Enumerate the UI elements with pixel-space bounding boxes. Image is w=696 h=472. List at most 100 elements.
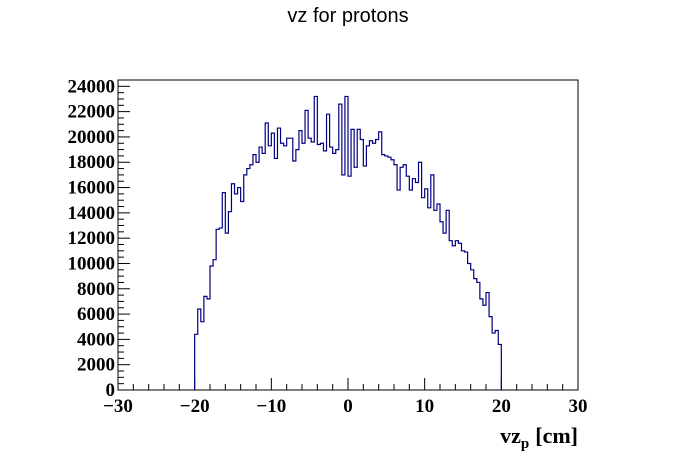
histogram-bin	[382, 155, 385, 390]
histogram-bin	[409, 190, 412, 390]
x-tick-label: −20	[180, 396, 210, 417]
x-axis-label-sub: p	[521, 436, 529, 452]
histogram-bin	[455, 241, 458, 390]
x-axis-label-unit: [cm]	[535, 423, 578, 448]
histogram-bin	[403, 165, 406, 390]
histogram-bin	[296, 150, 299, 390]
histogram-bin	[213, 260, 216, 390]
y-tick-label: 20000	[68, 127, 116, 148]
y-tick-label: 0	[106, 380, 116, 401]
histogram-bin	[323, 151, 326, 390]
histogram-bin	[330, 147, 333, 390]
x-tick-label: 0	[343, 396, 353, 417]
histogram-bin	[241, 201, 244, 390]
histogram-bin	[369, 141, 372, 390]
histogram-bin	[293, 161, 296, 390]
histogram-bin	[231, 184, 234, 390]
histogram-bin	[363, 166, 366, 390]
histogram-bin	[348, 176, 351, 390]
histogram-bin	[271, 133, 274, 390]
histogram-bin	[311, 142, 314, 390]
histogram-bin	[262, 153, 265, 390]
histogram-bin	[360, 139, 363, 390]
histogram-bin	[284, 146, 287, 390]
histogram-bin	[425, 189, 428, 390]
histogram-bin	[483, 305, 486, 390]
histogram-bin	[437, 204, 440, 390]
x-tick-label: −30	[103, 396, 133, 417]
histogram-bin	[366, 146, 369, 390]
histogram-bin	[235, 194, 238, 390]
histogram-bin	[219, 228, 222, 390]
histogram-bin	[333, 153, 336, 390]
histogram-bin	[244, 175, 247, 390]
histogram-bin	[428, 208, 431, 390]
histogram-bin	[247, 169, 250, 390]
histogram-bin	[228, 212, 231, 390]
histogram-bin	[412, 179, 415, 390]
histogram-bin	[265, 123, 268, 390]
y-tick-label: 24000	[68, 76, 116, 97]
x-axis: −30 −20 −10 0 10 20 30	[103, 378, 588, 417]
histogram-bin	[277, 128, 280, 390]
y-tick-label: 18000	[68, 152, 116, 173]
histogram-bin	[250, 165, 253, 390]
y-axis: 0 2000 4000 6000 8000 10000 12000 14000 16000 180…	[68, 76, 130, 401]
histogram-bin	[379, 132, 382, 390]
histogram-bin	[290, 138, 293, 390]
histogram-bin	[443, 233, 446, 390]
histogram-bin	[238, 188, 241, 390]
x-axis-label: vzp [cm]	[500, 423, 578, 452]
histogram-bin	[468, 263, 471, 390]
histogram-bin	[422, 198, 425, 390]
y-tick-label: 10000	[68, 253, 116, 274]
y-tick-label: 12000	[68, 228, 116, 249]
histogram-bin	[281, 143, 284, 390]
histogram-bin	[201, 322, 204, 390]
y-tick-label: 6000	[77, 304, 115, 325]
histogram-bin	[434, 210, 437, 390]
histogram-bin	[397, 190, 400, 390]
histogram-bin	[400, 167, 403, 390]
y-tick-label: 22000	[68, 102, 116, 123]
y-tick-label: 8000	[77, 279, 115, 300]
histogram-bin	[336, 150, 339, 390]
histogram-bin	[256, 162, 259, 390]
histogram-bin	[480, 299, 483, 390]
histogram-outline	[194, 95, 502, 390]
histogram-bin	[268, 146, 271, 390]
y-tick-label: 16000	[68, 178, 116, 199]
histogram-bin	[376, 139, 379, 390]
x-tick-label: 30	[569, 396, 588, 417]
x-tick-label: 10	[415, 396, 434, 417]
histogram-bin	[458, 243, 461, 390]
x-tick-label: −10	[256, 396, 286, 417]
histogram-bin	[373, 143, 376, 390]
histogram-bin	[492, 333, 495, 390]
histogram-bin	[385, 156, 388, 390]
histogram-bin	[320, 143, 323, 390]
histogram-bin	[471, 270, 474, 390]
y-tick-label: 14000	[68, 203, 116, 224]
x-tick-label: 20	[492, 396, 511, 417]
histogram-bin	[327, 114, 330, 390]
histogram-bin	[394, 165, 397, 390]
y-tick-label: 2000	[77, 355, 115, 376]
histogram-bin	[357, 129, 360, 390]
histogram-bin	[465, 252, 468, 390]
histogram-bin	[342, 175, 345, 390]
histogram-bin	[391, 160, 394, 390]
histogram-bin	[259, 147, 262, 390]
histogram-bin	[299, 131, 302, 390]
histogram-bin	[406, 176, 409, 390]
histogram-bin	[415, 182, 418, 390]
x-axis-label-main: vz	[500, 423, 521, 448]
histogram-bin	[449, 241, 452, 390]
histogram-bin	[287, 138, 290, 390]
histogram-bin	[388, 157, 391, 390]
histogram-bin	[317, 145, 320, 390]
y-tick-label: 4000	[77, 329, 115, 350]
histogram-bin	[440, 222, 443, 390]
